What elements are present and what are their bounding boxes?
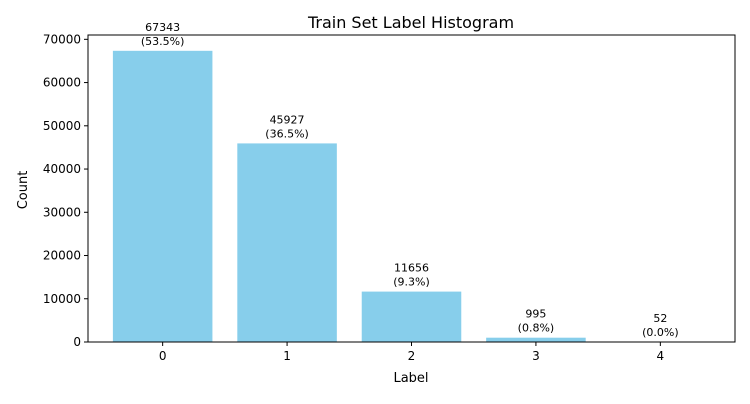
- bar-label-1: [237, 143, 337, 342]
- y-axis-label: Count: [16, 171, 31, 210]
- data-label-percent: (9.3%): [393, 276, 430, 289]
- y-tick-label: 20000: [43, 249, 81, 263]
- x-tick-label: 1: [283, 349, 291, 363]
- data-label-percent: (36.5%): [265, 127, 309, 140]
- data-label-count: 67343: [145, 21, 180, 34]
- y-tick-label: 60000: [43, 76, 81, 90]
- plot-frame: [87, 34, 736, 343]
- x-tick-label: 2: [408, 349, 416, 363]
- y-tick-label: 50000: [43, 119, 81, 133]
- data-label-count: 11656: [394, 262, 429, 275]
- data-label-count: 52: [653, 312, 667, 325]
- x-tick-label: 3: [532, 349, 540, 363]
- y-tick-label: 40000: [43, 162, 81, 176]
- y-tick-label: 30000: [43, 205, 81, 219]
- x-tick-label: 0: [159, 349, 167, 363]
- y-tick-label: 0: [73, 335, 81, 349]
- data-label-percent: (0.8%): [518, 322, 555, 335]
- bar-label-3: [486, 337, 586, 342]
- data-label-count: 45927: [270, 113, 305, 126]
- y-tick-label: 10000: [43, 292, 81, 306]
- x-tick-label: 4: [657, 349, 665, 363]
- bar-label-2: [361, 291, 462, 342]
- y-tick-label: 70000: [43, 32, 81, 46]
- bar-label-0: [112, 50, 213, 343]
- chart-title: Train Set Label Histogram: [307, 13, 514, 32]
- data-label-percent: (53.5%): [141, 35, 185, 48]
- data-label-count: 995: [525, 308, 546, 321]
- data-label-percent: (0.0%): [642, 326, 679, 339]
- x-axis-label: Label: [393, 371, 428, 386]
